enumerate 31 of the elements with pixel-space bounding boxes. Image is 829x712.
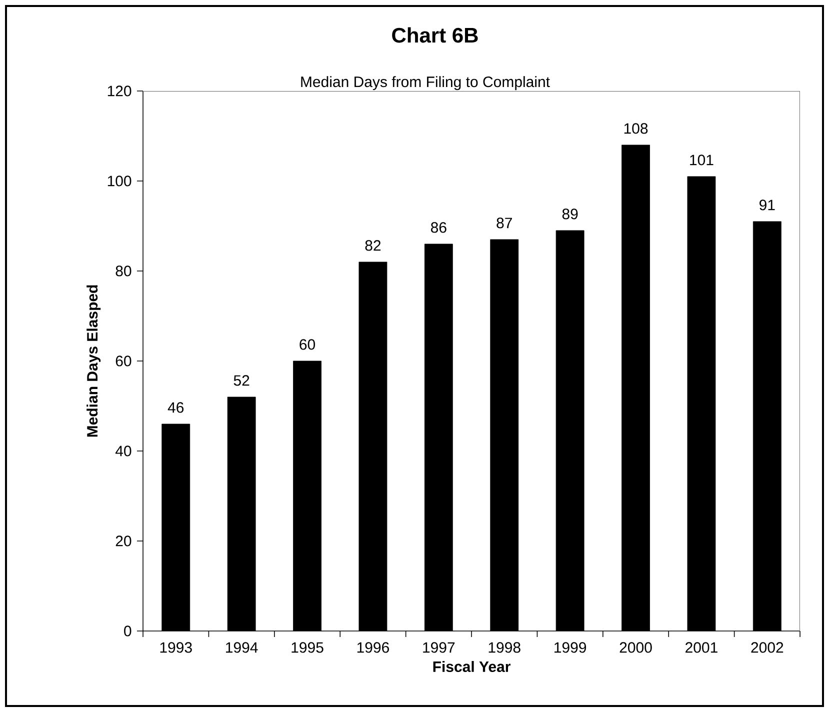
data-label: 46	[168, 402, 184, 413]
y-tick-label: 40	[115, 446, 132, 456]
x-tick-label: 1998	[488, 642, 520, 653]
y-tick-label: 20	[116, 536, 132, 546]
x-tick-label: 1997	[423, 642, 455, 653]
data-label: 82	[365, 240, 381, 251]
data-label: 108	[624, 123, 648, 134]
chart-subtitle: Median Days from Filing to Complaint	[301, 76, 550, 90]
data-label: 60	[300, 339, 316, 350]
x-tick-label: 2001	[686, 642, 718, 653]
x-tick-label: 2002	[751, 642, 784, 653]
y-tick-label: 0	[124, 626, 132, 636]
data-label: 89	[562, 208, 578, 220]
x-tick-label: 1996	[357, 642, 389, 653]
data-label: 86	[430, 222, 446, 233]
y-axis-title: Median Days Elasped	[86, 285, 101, 437]
y-tick-label: 60	[116, 356, 132, 366]
x-tick-label: 1994	[226, 642, 258, 653]
chart-title: Chart 6B	[392, 27, 478, 43]
y-tick-label: 80	[116, 266, 132, 276]
x-axis-title: Fiscal Year	[433, 660, 510, 672]
x-tick-label: 1999	[554, 642, 586, 653]
x-tick-label: 2000	[620, 642, 652, 653]
x-tick-label: 1993	[160, 642, 192, 653]
data-label: 101	[690, 154, 714, 166]
data-label: 91	[760, 200, 775, 210]
x-tick-label: 1995	[292, 642, 324, 653]
y-tick-label: 120	[108, 86, 132, 96]
y-tick-label: 100	[108, 176, 132, 186]
data-label: 87	[496, 218, 512, 228]
data-label: 52	[234, 375, 250, 386]
